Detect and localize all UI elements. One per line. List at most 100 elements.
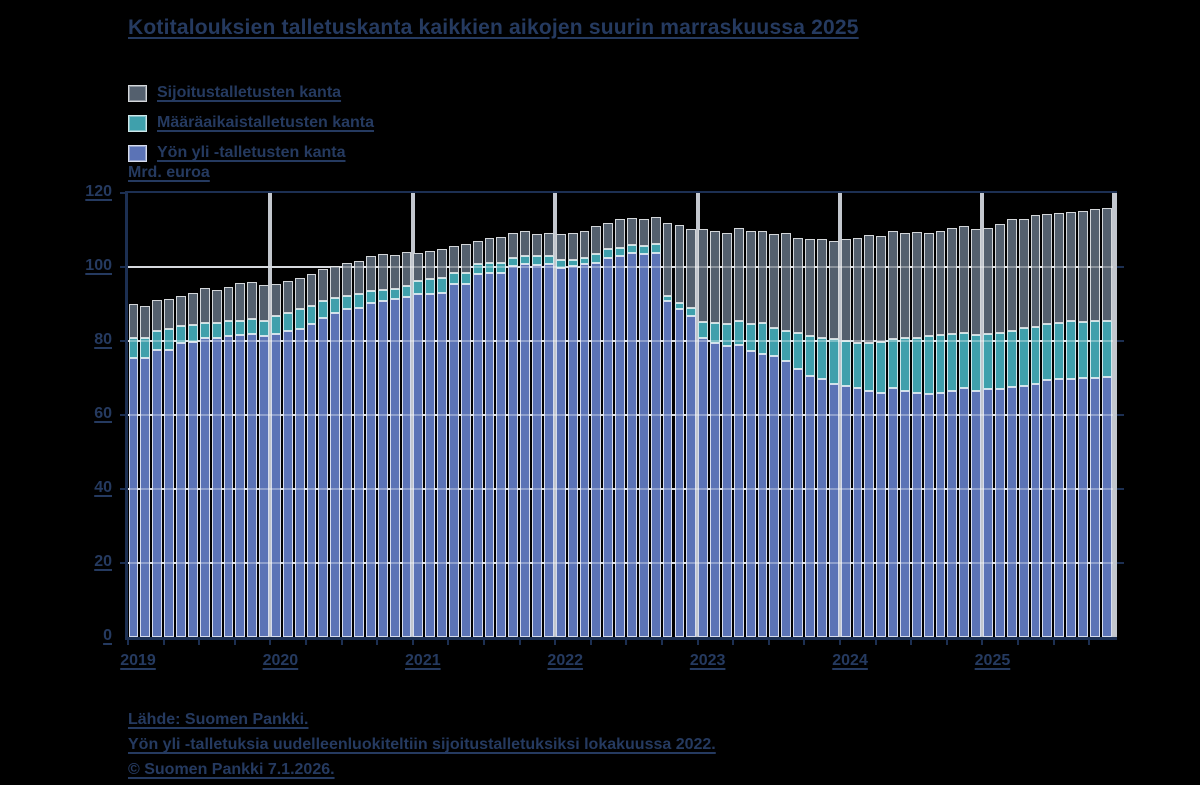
bar-segment <box>686 307 697 316</box>
bar-2019-12 <box>259 193 269 637</box>
bar-segment <box>199 322 210 339</box>
bar-segment <box>805 335 815 377</box>
y-tick-left <box>120 192 125 194</box>
bar-segment <box>460 283 471 637</box>
bar-segment <box>852 238 863 343</box>
bar-segment <box>1101 207 1112 322</box>
bar-2021-02 <box>425 193 436 637</box>
y-tick-right <box>1117 414 1124 416</box>
bar-segment <box>247 333 258 637</box>
bar-segment <box>828 339 839 384</box>
bar-segment <box>959 332 970 389</box>
x-tick-quarter <box>1017 640 1020 645</box>
bar-segment <box>662 301 673 637</box>
bar-2021-09 <box>508 193 519 637</box>
bar-segment <box>745 324 756 351</box>
bar-segment <box>508 258 519 266</box>
bar-segment <box>745 230 756 324</box>
x-tick-quarter <box>162 640 165 645</box>
bar-2023-06 <box>757 193 768 637</box>
x-year-label-2020: 2020 <box>262 652 299 669</box>
bar-2024-12 <box>971 193 982 637</box>
plot-area <box>120 191 1124 645</box>
bar-segment <box>959 388 970 637</box>
y-tick-label-120: 120 <box>85 183 112 200</box>
bar-segment <box>935 392 946 637</box>
bar-segment <box>911 231 922 339</box>
chart-legend: Sijoitustalletusten kanta Määräaikaistal… <box>128 78 374 168</box>
bar-2024-03 <box>864 193 875 637</box>
bar-segment <box>650 253 661 637</box>
bar-segment <box>365 255 376 292</box>
bar-segment <box>994 389 1005 637</box>
x-tick-quarter <box>945 640 948 645</box>
bar-segment <box>852 388 863 637</box>
bar-segment <box>520 264 531 637</box>
bar-segment <box>864 390 875 637</box>
bar-2019-09 <box>223 193 234 637</box>
bar-segment <box>1054 378 1065 637</box>
bar-segment <box>840 238 851 341</box>
legend-swatch-overnight-icon <box>128 144 147 162</box>
bar-segment <box>1018 328 1029 387</box>
bar-segment <box>983 389 993 637</box>
bar-segment <box>377 289 388 302</box>
bar-segment <box>235 282 246 321</box>
y-tick-right <box>1117 266 1124 268</box>
x-year-label-2025: 2025 <box>974 652 1011 669</box>
bar-segment <box>650 244 661 254</box>
x-tick-quarter <box>483 640 486 645</box>
bar-segment <box>377 301 388 637</box>
bar-segment <box>271 284 281 316</box>
bar-segment <box>460 244 471 273</box>
bar-segment <box>1089 378 1100 637</box>
bar-segment <box>508 265 519 637</box>
bar-segment <box>710 230 720 323</box>
x-tick-quarter <box>803 640 806 645</box>
bar-2020-06 <box>330 193 341 637</box>
bar-segment <box>1054 323 1065 379</box>
bar-segment <box>1018 386 1029 637</box>
y-axis-line <box>125 191 128 640</box>
bar-segment <box>425 293 436 637</box>
bar-segment <box>1054 213 1065 324</box>
bar-segment <box>769 234 780 329</box>
bar-2024-11 <box>959 193 970 637</box>
y-tick-label-40: 40 <box>94 479 112 496</box>
bar-segment <box>555 268 566 637</box>
bar-segment <box>271 333 281 637</box>
bar-2025-01 <box>983 193 993 637</box>
bar-segment <box>816 338 827 380</box>
bar-segment <box>876 342 887 393</box>
y-axis-unit-label: Mrd. euroa <box>128 164 210 181</box>
bar-segment <box>1006 330 1017 388</box>
bar-segment <box>899 390 910 637</box>
bar-segment <box>994 332 1005 390</box>
bar-segment <box>152 349 163 637</box>
bar-segment <box>377 254 388 290</box>
bar-segment <box>354 307 364 637</box>
bar-2022-10 <box>662 193 673 637</box>
bar-segment <box>532 256 542 266</box>
x-tick-quarter <box>1088 640 1091 645</box>
bar-segment <box>235 335 246 637</box>
bar-segment <box>437 248 447 278</box>
bar-segment <box>520 231 531 256</box>
bar-segment <box>888 339 898 388</box>
bar-2020-05 <box>318 193 329 637</box>
bar-segment <box>627 217 637 246</box>
bar-segment <box>211 337 222 637</box>
bar-segment <box>828 241 839 340</box>
y-tick-label-60: 60 <box>94 405 112 422</box>
footer-note-line: Yön yli -talletuksia uudelleenluokitelti… <box>128 736 716 753</box>
bar-segment <box>603 249 614 259</box>
bar-2025-02 <box>994 193 1005 637</box>
bar-segment <box>793 238 804 333</box>
bar-segment <box>567 265 578 637</box>
bar-segment <box>793 332 804 370</box>
bar-segment <box>983 228 993 334</box>
bar-segment <box>211 322 222 338</box>
bar-segment <box>259 335 269 637</box>
bar-2021-01 <box>413 193 424 637</box>
bar-segment <box>294 309 305 330</box>
